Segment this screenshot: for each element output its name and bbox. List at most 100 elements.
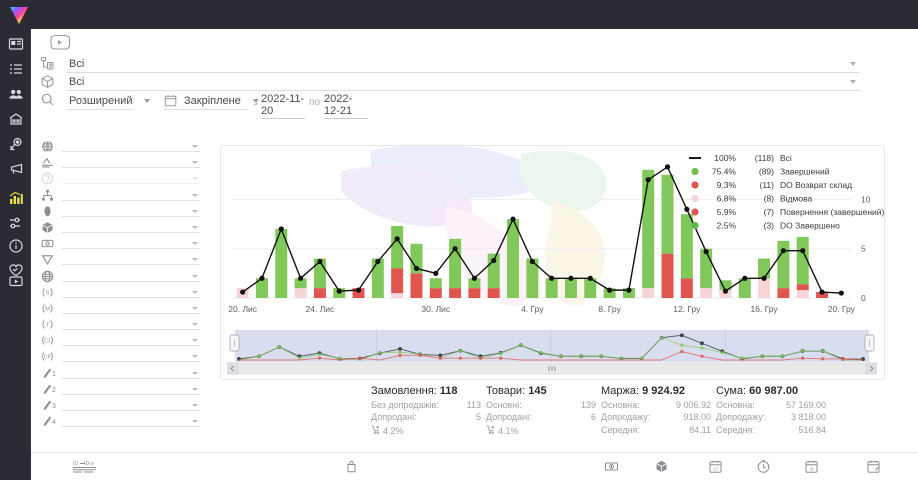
chevron-down-icon[interactable] [252,98,259,103]
navigator-point [821,357,825,361]
chevron-down-icon[interactable] [144,98,151,103]
analytics-icon[interactable] [7,189,24,206]
filter-person[interactable] [40,204,200,220]
stat-row: Без допродажів: 113 [371,400,481,410]
filter-globe[interactable] [40,139,200,155]
organization-icon[interactable] [7,110,24,127]
legend-label[interactable]: (11) [760,180,775,190]
chevron-down-icon[interactable] [192,145,198,148]
campaign-icon[interactable] [7,160,24,177]
chevron-down-icon[interactable] [192,274,198,278]
legend-label[interactable]: DO Завершено [780,221,840,231]
legend-label[interactable]: (89) [759,167,774,177]
stat-percent: 4.1% [486,425,596,436]
chevron-down-icon[interactable] [192,323,198,327]
legend-label[interactable]: Завершений [780,167,830,177]
chevron-down-icon[interactable] [192,161,198,165]
legend-label[interactable]: 9.3% [717,180,737,190]
chart-navigator[interactable] [227,330,877,375]
calendar-a-icon[interactable]: a [804,459,819,474]
support-icon[interactable] [7,261,24,278]
legend-label[interactable]: Всі [780,153,792,163]
filter-utm-campaign[interactable]: CP [40,349,200,365]
legend-label[interactable]: 100% [714,153,736,163]
navigator-point [700,354,704,358]
product-filter-field[interactable]: Всі [66,73,860,91]
money-box-icon[interactable] [604,459,619,474]
legend-label[interactable]: 5.9% [717,207,737,217]
info-icon[interactable] [7,237,24,254]
filter-custom-1[interactable]: 1 [40,366,200,382]
stat-row-value: 139 [580,399,596,410]
chart-plot[interactable]: 20. Лис 24. Лис 30. Лис 4. Гру 8. Гру 12. Гру… [221,146,886,326]
filter-utm-content[interactable]: C1 [40,333,200,349]
calendar-17-icon[interactable]: 17 [708,459,723,474]
x-axis-tick-label: 24. Лис [306,304,336,314]
filter-utm-medium[interactable]: M [40,301,200,317]
bag-icon[interactable] [344,459,359,474]
legend-label[interactable]: DO Возврат склад [780,180,852,190]
filter-custom-4[interactable]: 4 [40,414,200,430]
dashboard-icon[interactable] [7,35,24,52]
filter-box[interactable] [40,220,200,236]
chevron-down-icon[interactable] [192,339,198,343]
chevron-down-icon[interactable] [192,387,198,391]
contacts-icon[interactable] [7,85,24,102]
period-select[interactable]: Закріплене [164,92,259,110]
filter-money[interactable] [40,236,200,252]
legend-label[interactable]: (7) [764,207,775,217]
chart-bar-segment [391,226,404,269]
web-icon [40,269,55,284]
filter-web[interactable] [40,269,200,285]
chevron-down-icon[interactable] [192,355,198,359]
chevron-down-icon[interactable] [192,225,198,229]
package-open-icon[interactable] [654,459,669,474]
clock-icon[interactable] [756,459,771,474]
chevron-down-icon[interactable] [192,258,198,262]
filter-utm-source[interactable]: S [40,285,200,301]
deals-icon[interactable] [7,135,24,152]
chevron-down-icon[interactable] [192,306,198,310]
date-from-input[interactable]: 2022-11-20 [261,93,305,119]
chevron-down-icon[interactable] [850,62,856,66]
legend-label[interactable]: (118) [755,153,774,163]
chevron-down-icon[interactable] [192,290,198,294]
legend-label[interactable]: Відмова [780,194,813,204]
org-filter-field[interactable]: Всі [66,55,860,73]
legend-label[interactable]: (8) [764,194,775,204]
chevron-down-icon[interactable] [192,177,198,181]
filter-hierarchy[interactable] [40,188,200,204]
chevron-down-icon[interactable] [192,420,198,424]
chevron-down-icon[interactable] [192,193,198,197]
play-box-icon[interactable] [7,272,24,289]
settings-sliders-icon[interactable] [7,214,24,231]
legend-label[interactable]: 6.8% [717,194,737,204]
search-mode-select[interactable]: Розширений [66,92,151,110]
list-icon[interactable] [7,60,24,77]
id-o-list-icon[interactable]: ID-o [83,459,98,474]
legend-label[interactable]: (3) [764,221,775,231]
filter-funnel[interactable] [40,252,200,268]
navigator-point [499,356,503,360]
play-chip-icon[interactable] [48,34,72,51]
filter-signature[interactable] [40,155,200,171]
chevron-down-icon[interactable] [850,80,856,84]
filter-custom-3[interactable]: 3 [40,398,200,414]
date-to-input[interactable]: 2022-12-21 [324,93,368,119]
filter-utm-term[interactable]: T [40,317,200,333]
chevron-down-icon[interactable] [192,209,198,213]
filter-help[interactable] [40,171,200,187]
filter-custom-2[interactable]: 2 [40,382,200,398]
chevron-down-icon[interactable] [192,371,198,375]
legend-label[interactable]: 2.5% [717,221,737,231]
search-icon[interactable] [40,92,56,108]
chart-line-point [510,216,516,222]
legend-label[interactable]: 75.4% [712,167,737,177]
chart-line-point [800,248,806,254]
id-list-icon[interactable]: ID [72,459,87,474]
app-logo[interactable] [6,2,32,27]
chevron-down-icon[interactable] [192,242,198,246]
legend-label[interactable]: Повернення (завершений) [780,207,885,217]
chevron-down-icon[interactable] [192,404,198,407]
calendar-edit-icon[interactable] [866,459,881,474]
